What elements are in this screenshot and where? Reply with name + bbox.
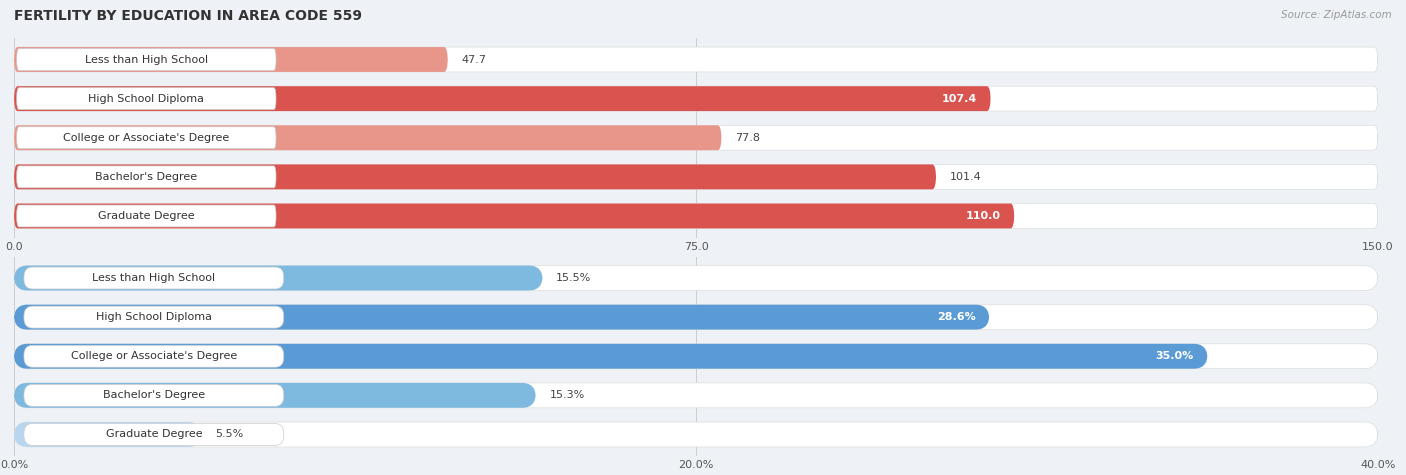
FancyBboxPatch shape — [24, 384, 284, 406]
Text: Less than High School: Less than High School — [84, 55, 208, 65]
Text: High School Diploma: High School Diploma — [89, 94, 204, 104]
Text: Less than High School: Less than High School — [93, 273, 215, 283]
FancyBboxPatch shape — [14, 383, 536, 408]
FancyBboxPatch shape — [17, 166, 276, 188]
FancyBboxPatch shape — [17, 127, 276, 149]
FancyBboxPatch shape — [14, 125, 1378, 150]
Text: 28.6%: 28.6% — [936, 312, 976, 322]
FancyBboxPatch shape — [14, 86, 991, 111]
FancyBboxPatch shape — [14, 422, 202, 447]
FancyBboxPatch shape — [24, 345, 284, 367]
Text: High School Diploma: High School Diploma — [96, 312, 212, 322]
Text: 15.3%: 15.3% — [550, 390, 585, 400]
FancyBboxPatch shape — [14, 304, 1378, 330]
FancyBboxPatch shape — [14, 422, 1378, 447]
Text: Bachelor's Degree: Bachelor's Degree — [96, 172, 197, 182]
FancyBboxPatch shape — [14, 204, 1014, 228]
FancyBboxPatch shape — [14, 125, 721, 150]
Text: Graduate Degree: Graduate Degree — [105, 429, 202, 439]
Text: 15.5%: 15.5% — [557, 273, 592, 283]
Text: 47.7: 47.7 — [461, 55, 486, 65]
FancyBboxPatch shape — [14, 47, 1378, 72]
FancyBboxPatch shape — [14, 383, 1378, 408]
Text: 5.5%: 5.5% — [215, 429, 243, 439]
Text: 101.4: 101.4 — [949, 172, 981, 182]
FancyBboxPatch shape — [14, 344, 1208, 369]
Text: Source: ZipAtlas.com: Source: ZipAtlas.com — [1281, 10, 1392, 19]
FancyBboxPatch shape — [24, 424, 284, 446]
Text: 35.0%: 35.0% — [1156, 351, 1194, 361]
Text: 107.4: 107.4 — [942, 94, 977, 104]
FancyBboxPatch shape — [14, 344, 1378, 369]
FancyBboxPatch shape — [24, 267, 284, 289]
FancyBboxPatch shape — [14, 266, 543, 290]
FancyBboxPatch shape — [17, 205, 276, 227]
FancyBboxPatch shape — [24, 306, 284, 328]
FancyBboxPatch shape — [14, 266, 1378, 290]
FancyBboxPatch shape — [17, 88, 276, 110]
Text: College or Associate's Degree: College or Associate's Degree — [70, 351, 238, 361]
Text: College or Associate's Degree: College or Associate's Degree — [63, 133, 229, 143]
FancyBboxPatch shape — [14, 304, 990, 330]
Text: FERTILITY BY EDUCATION IN AREA CODE 559: FERTILITY BY EDUCATION IN AREA CODE 559 — [14, 10, 363, 23]
FancyBboxPatch shape — [14, 164, 936, 190]
FancyBboxPatch shape — [14, 47, 449, 72]
FancyBboxPatch shape — [17, 48, 276, 70]
Text: Bachelor's Degree: Bachelor's Degree — [103, 390, 205, 400]
Text: Graduate Degree: Graduate Degree — [98, 211, 194, 221]
Text: 110.0: 110.0 — [966, 211, 1001, 221]
FancyBboxPatch shape — [14, 164, 1378, 190]
FancyBboxPatch shape — [14, 204, 1378, 228]
Text: 77.8: 77.8 — [735, 133, 761, 143]
FancyBboxPatch shape — [14, 86, 1378, 111]
